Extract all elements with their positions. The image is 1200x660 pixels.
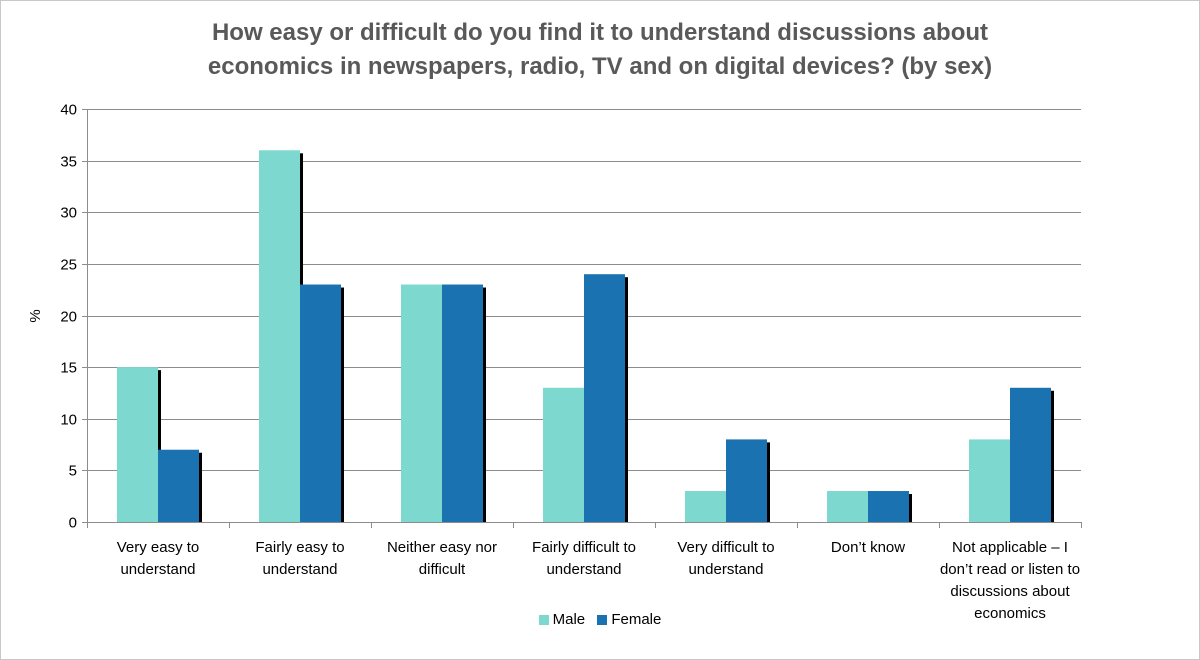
y-tick-label: 5 [69,463,77,480]
bar-male [259,150,300,523]
legend-item-female: Female [597,611,661,628]
x-category-label: Fairly difficult to understand [532,539,636,578]
bar-male [969,439,1010,522]
legend-swatch-male [538,614,549,625]
y-tick-label: 30 [60,205,77,222]
y-tick-label: 10 [60,412,77,429]
y-tick-label: 15 [60,360,77,377]
y-axis-label: % [27,309,44,322]
bars [117,150,1054,523]
x-category-label: Don’t know [830,539,906,556]
gridlines [87,109,1081,471]
x-category-label: Very difficult to understand [677,539,775,578]
y-tick-label: 25 [60,257,77,274]
axes: 0 5 10 15 20 25 30 35 40 [60,102,1082,532]
legend-label-male: Male [552,610,586,628]
legend-swatch-female [597,614,608,625]
bar-male [543,387,584,522]
bar-male [117,367,158,522]
legend-item-male: Male [538,610,586,628]
legend: Male Female [0,610,1200,628]
bar-female [868,491,909,522]
bar-female [1010,387,1051,522]
bar-male [685,491,726,522]
y-tick-label: 35 [60,154,77,171]
bar-female [584,274,625,522]
x-category-label: Neither easy nor difficult [386,539,498,578]
y-tick-label: 40 [60,102,77,119]
bar-female [442,284,483,522]
y-tick-label: 20 [60,309,77,326]
x-category-label: Not applicable – I don’t read or listen … [939,539,1081,622]
y-tick-label: 0 [69,515,77,532]
bar-female [300,284,341,522]
bar-male [401,284,442,522]
bar-female [158,449,199,522]
bar-female [726,439,767,522]
bar-male [827,491,868,522]
x-category-label: Fairly easy to understand [255,539,345,578]
legend-label-female: Female [611,610,662,628]
x-category-label: Very easy to understand [116,539,200,578]
chart-title: How easy or difficult do you find it to … [207,19,993,80]
